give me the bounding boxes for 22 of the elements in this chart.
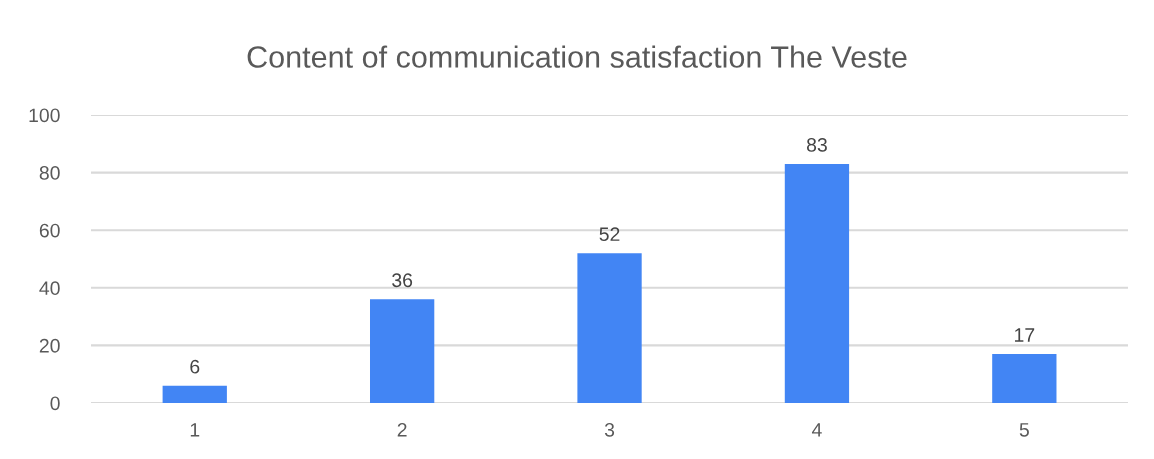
data-label: 6 [190, 359, 200, 374]
data-label: 83 [806, 138, 827, 152]
x-tick-label: 4 [811, 423, 822, 437]
y-tick-label: 0 [50, 396, 60, 411]
bar [162, 385, 227, 403]
y-tick-label: 80 [39, 166, 60, 180]
bar [992, 354, 1057, 403]
bar [784, 163, 850, 403]
y-tick-label: 100 [29, 108, 60, 123]
chart-title: Content of communication satisfaction The Veste [247, 45, 907, 68]
data-label: 52 [599, 227, 620, 242]
x-tick-label: 1 [190, 423, 200, 437]
x-tick-label: 5 [1019, 423, 1029, 437]
x-tick-label: 2 [397, 422, 407, 437]
data-label: 36 [392, 273, 413, 288]
y-tick-label: 20 [39, 338, 60, 353]
y-tick-label: 60 [39, 223, 60, 238]
x-tick-label: 3 [604, 422, 615, 437]
bar [370, 299, 435, 403]
data-label: 17 [1015, 328, 1035, 342]
y-tick-label: 40 [39, 281, 60, 296]
bar [577, 253, 642, 403]
